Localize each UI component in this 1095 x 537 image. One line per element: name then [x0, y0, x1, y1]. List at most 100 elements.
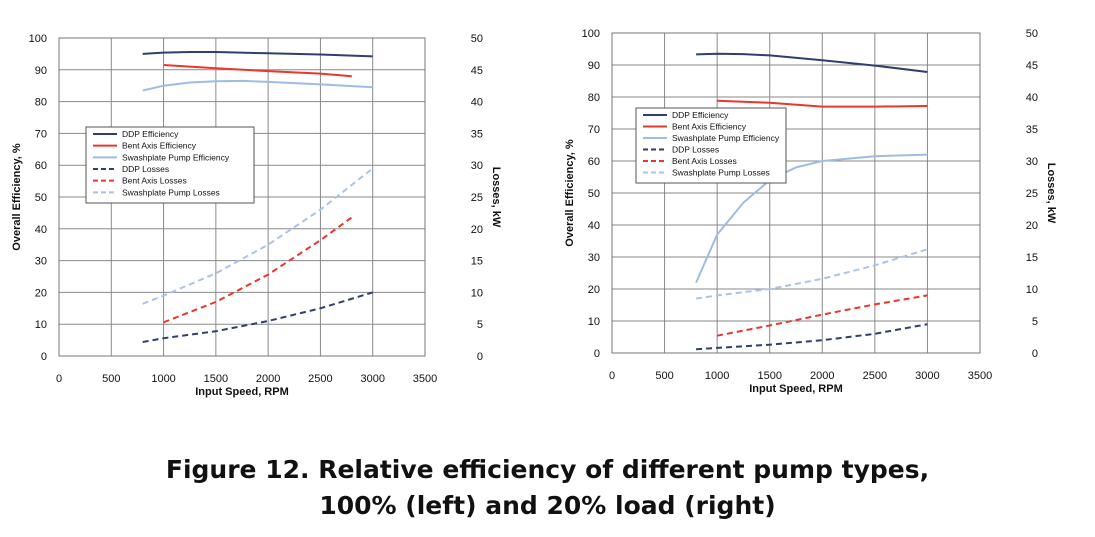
y2-tick-label: 25: [1026, 188, 1038, 200]
series-line-bent-axis-losses: [163, 216, 353, 324]
y2-tick-label: 45: [1026, 60, 1038, 72]
x-tick-label: 0: [56, 373, 62, 385]
y2-tick-label: 45: [471, 65, 483, 77]
x-tick-label: 3000: [360, 373, 384, 385]
y2-tick-label: 20: [1026, 220, 1038, 232]
legend-label: Bent Axis Losses: [122, 176, 187, 186]
y-tick-label: 20: [35, 287, 47, 299]
series-line-bent-axis-efficiency: [717, 99, 928, 108]
series-line-swashplate-pump-efficiency: [142, 79, 373, 92]
y2-axis-title: Losses, kW: [1045, 163, 1057, 224]
x-tick-label: 3500: [413, 373, 437, 385]
y-tick-label: 30: [35, 256, 47, 268]
y2-tick-label: 30: [471, 160, 483, 172]
y-tick-label: 60: [588, 156, 600, 168]
y-tick-label: 80: [35, 97, 47, 109]
y2-tick-label: 15: [1026, 252, 1038, 264]
x-tick-label: 500: [102, 373, 120, 385]
series-line-swashplate-pump-losses: [142, 167, 374, 305]
y-tick-label: 0: [41, 351, 47, 363]
legend-label: Bent Axis Losses: [672, 156, 737, 166]
y-tick-label: 40: [35, 224, 47, 236]
plot-area: [58, 37, 426, 357]
legend-label: Swashplate Pump Losses: [672, 168, 770, 178]
series-line-ddp-efficiency: [696, 52, 928, 73]
y2-tick-label: 10: [471, 287, 483, 299]
y-tick-label: 90: [588, 60, 600, 72]
legend-label: Bent Axis Efficiency: [672, 122, 747, 132]
y2-tick-label: 40: [1026, 92, 1038, 104]
x-tick-label: 3000: [915, 370, 939, 382]
series-line-ddp-efficiency: [142, 51, 373, 58]
y2-tick-label: 10: [1026, 284, 1038, 296]
y-tick-label: 50: [588, 188, 600, 200]
y-tick-label: 70: [35, 128, 47, 140]
y2-tick-label: 25: [471, 192, 483, 204]
legend-label: Swashplate Pump Efficiency: [672, 133, 780, 143]
legend-label: DDP Efficiency: [122, 129, 179, 139]
figure-caption-line-2: 100% (left) and 20% load (right): [319, 491, 776, 520]
y-tick-label: 100: [582, 28, 600, 40]
y2-tick-label: 35: [1026, 124, 1038, 136]
y2-tick-label: 0: [1032, 348, 1038, 360]
series-line-ddp-losses: [696, 323, 928, 351]
series-line-bent-axis-efficiency: [163, 64, 352, 78]
y-tick-label: 80: [588, 92, 600, 104]
y-tick-label: 0: [594, 348, 600, 360]
y-tick-label: 30: [588, 252, 600, 264]
y-tick-label: 70: [588, 124, 600, 136]
y-tick-label: 50: [35, 192, 47, 204]
y-tick-label: 100: [29, 33, 47, 45]
series-line-bent-axis-losses: [716, 294, 928, 337]
y2-tick-label: 15: [471, 256, 483, 268]
series-line-ddp-losses: [142, 291, 373, 343]
plot-area: [611, 32, 981, 354]
y2-tick-label: 40: [471, 97, 483, 109]
x-tick-label: 2000: [256, 373, 280, 385]
y-tick-label: 20: [588, 284, 600, 296]
y2-tick-label: 5: [477, 319, 483, 331]
chart-2: 0102030405060708090100051015202530354045…: [564, 28, 1057, 395]
legend-label: DDP Losses: [672, 145, 719, 155]
y-tick-label: 90: [35, 65, 47, 77]
x-axis-title: Input Speed, RPM: [195, 386, 289, 398]
x-tick-label: 1000: [705, 370, 729, 382]
y2-tick-label: 30: [1026, 156, 1038, 168]
x-tick-label: 3500: [968, 370, 992, 382]
chart-1: 0102030405060708090100051015202530354045…: [11, 33, 502, 398]
x-tick-label: 1000: [151, 373, 175, 385]
x-tick-label: 1500: [757, 370, 781, 382]
x-tick-label: 2000: [810, 370, 834, 382]
charts-figure: 0102030405060708090100051015202530354045…: [11, 28, 1057, 398]
y-axis-title: Overall Efficiency, %: [564, 139, 576, 247]
legend-label: Swashplate Pump Efficiency: [122, 152, 230, 162]
x-tick-label: 500: [655, 370, 673, 382]
y-axis-title: Overall Efficiency, %: [11, 143, 23, 251]
y2-axis-title: Losses, kW: [490, 167, 502, 228]
y2-tick-label: 0: [477, 351, 483, 363]
x-tick-label: 2500: [863, 370, 887, 382]
legend-box: [635, 107, 787, 184]
legend-label: Bent Axis Efficiency: [122, 141, 197, 151]
y-tick-label: 60: [35, 160, 47, 172]
y2-tick-label: 50: [1026, 28, 1038, 40]
legend-label: Swashplate Pump Losses: [122, 187, 220, 197]
y2-tick-label: 50: [471, 33, 483, 45]
y-tick-label: 40: [588, 220, 600, 232]
figure-caption-line-1: Figure 12. Relative efficiency of differ…: [165, 455, 930, 484]
x-tick-label: 2500: [308, 373, 332, 385]
y-tick-label: 10: [588, 316, 600, 328]
legend-label: DDP Losses: [122, 164, 169, 174]
y-tick-label: 10: [35, 319, 47, 331]
x-tick-label: 1500: [204, 373, 228, 385]
x-axis-title: Input Speed, RPM: [749, 383, 843, 395]
y2-tick-label: 5: [1032, 316, 1038, 328]
x-tick-label: 0: [609, 370, 615, 382]
y2-tick-label: 35: [471, 128, 483, 140]
y2-tick-label: 20: [471, 224, 483, 236]
series-line-swashplate-pump-losses: [695, 248, 928, 300]
legend-box: [85, 126, 255, 204]
legend-label: DDP Efficiency: [672, 110, 729, 120]
